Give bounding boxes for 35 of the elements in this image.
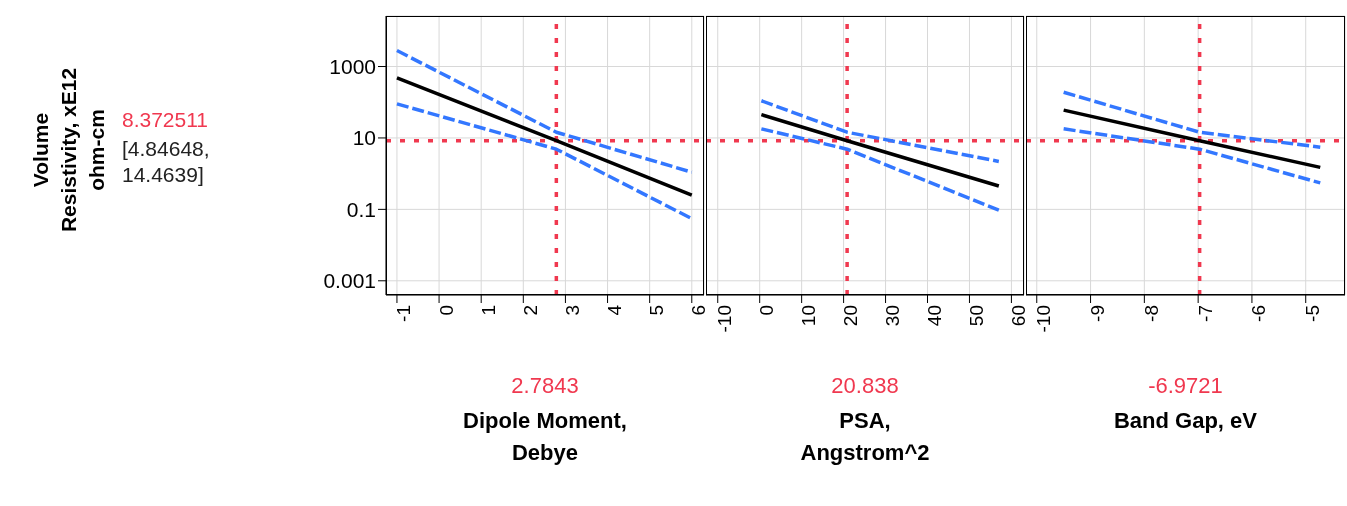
x-tick-label: -9 <box>1087 305 1109 322</box>
x-tick-label: 20 <box>840 305 862 327</box>
x-tick-label: 30 <box>882 305 904 327</box>
x-tick-label: 10 <box>798 305 820 327</box>
y-tick-label: 10 <box>352 126 376 150</box>
x-tick-label: 3 <box>561 305 583 316</box>
text: [4.84648, 14.4639] <box>122 136 211 188</box>
x-tick-label: -6 <box>1248 305 1270 322</box>
x-tick-label: 5 <box>646 305 668 316</box>
x-tick-label: 2 <box>519 305 541 316</box>
ref-line-label: -6.9721 <box>1147 373 1224 399</box>
ref-line-label: 8.372511 <box>122 108 209 132</box>
y-tick-label: 0.001 <box>323 269 376 293</box>
x-tick-label: 1 <box>477 305 499 316</box>
x-tick-label: -7 <box>1194 305 1216 322</box>
y-tick-label: 0.1 <box>346 197 376 221</box>
x-tick-label: 60 <box>1007 305 1029 327</box>
x-axis-title: Dipole Moment, Debye <box>463 407 627 467</box>
y-tick-label: 1000 <box>329 54 376 78</box>
x-tick-label: -1 <box>393 305 415 322</box>
x-tick-label: -5 <box>1302 305 1324 322</box>
x-tick-label: 50 <box>965 305 987 327</box>
x-axis-title: PSA, Angstrom^2 <box>799 407 931 467</box>
x-tick-label: 6 <box>688 305 710 316</box>
x-tick-label: 4 <box>604 304 626 316</box>
ref-line-label: 20.838 <box>830 373 900 399</box>
x-tick-label: -10 <box>1033 305 1055 333</box>
x-tick-label: 40 <box>924 305 945 327</box>
x-tick-label: 0 <box>435 305 457 316</box>
x-tick-label: 0 <box>756 305 778 316</box>
y-axis-title: Volume Resistivity, xE12 ohm-cm <box>28 66 109 235</box>
ref-line-label: 2.7843 <box>510 373 580 399</box>
x-tick-label: -8 <box>1140 305 1162 322</box>
x-tick-label: -10 <box>714 305 736 333</box>
x-axis-title: Band Gap, eV <box>1112 407 1258 435</box>
